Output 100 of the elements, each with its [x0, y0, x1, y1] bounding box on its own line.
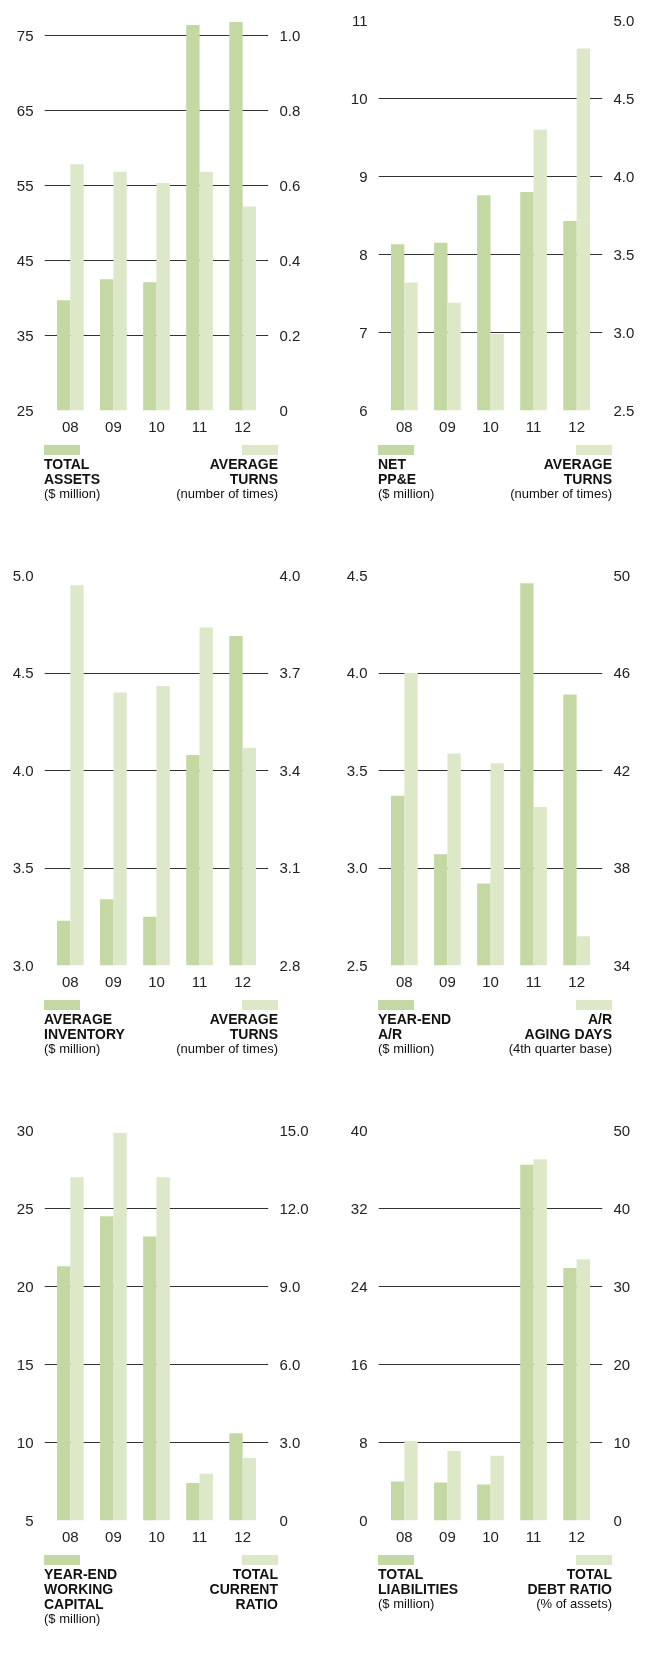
legend-label: AVERAGE TURNS: [208, 456, 278, 487]
x-tick-label: 09: [105, 1527, 122, 1545]
legend-label: TOTAL DEBT RATIO: [527, 1566, 612, 1597]
y-tick-label: 25: [16, 401, 34, 419]
y2-tick-label: 34: [613, 956, 631, 974]
legend-label: YEAR-END A/R: [378, 1011, 452, 1042]
y2-tick-label: 0.4: [279, 251, 301, 269]
y-tick-label: 5.0: [12, 566, 34, 584]
text: ($ million): [44, 486, 101, 501]
text: (number of times): [176, 1041, 278, 1056]
legend-label: TOTAL CURRENT RATIO: [209, 1566, 278, 1612]
y2-tick-label: 4.0: [613, 167, 635, 185]
y-tick-label: 25: [16, 1199, 34, 1217]
y2-tick-label: 20: [613, 1355, 631, 1373]
y2-tick-label: 42: [613, 761, 631, 779]
text: ($ million): [378, 1041, 436, 1056]
y-tick-label: 5: [25, 1511, 34, 1529]
x-tick-label: 09: [105, 417, 122, 435]
y-tick-label: 0: [359, 1511, 368, 1529]
x-tick-label: 08: [396, 417, 413, 435]
y-tick-label: 3.0: [12, 956, 34, 974]
x-tick-label: 09: [439, 417, 456, 435]
y-tick-label: 65: [16, 101, 34, 119]
y-tick-label: 4.5: [346, 566, 368, 584]
y2-tick-label: 10: [613, 1433, 631, 1451]
y-tick-label: 4.0: [346, 664, 368, 681]
x-tick-label: 12: [234, 417, 251, 435]
y-tick-label: 3.0: [346, 859, 368, 876]
y2-tick-label: 6.0: [279, 1355, 301, 1373]
bar: [70, 164, 84, 411]
y-tick-label: 3.5: [346, 761, 368, 779]
x-tick-label: 11: [191, 972, 208, 990]
bar: [404, 1440, 418, 1521]
y2-tick-label: 9.0: [279, 1277, 301, 1295]
y-tick-label: 2.5: [346, 956, 368, 974]
y-tick-label: 8: [359, 245, 368, 263]
y-tick-label: 75: [16, 26, 34, 44]
x-tick-label: 11: [191, 1527, 208, 1545]
y2-tick-label: 46: [613, 664, 631, 681]
y-tick-label: 40: [350, 1121, 368, 1139]
x-tick-label: 12: [568, 1527, 585, 1545]
legend-label: TOTAL ASSETS: [44, 456, 101, 487]
x-tick-label: 10: [482, 417, 499, 435]
y2-tick-label: 40: [613, 1199, 631, 1217]
y-tick-label: 30: [16, 1121, 34, 1139]
y2-tick-label: 2.5: [613, 401, 635, 419]
legend-label: NET PP&E: [378, 456, 418, 487]
x-tick-label: 10: [148, 1527, 165, 1545]
legend-label: AVERAGE TURNS: [208, 1011, 278, 1042]
x-tick-label: 11: [525, 417, 542, 435]
x-tick-label: 08: [62, 972, 79, 990]
legend-label: YEAR-END WORKING CAPITAL: [44, 1566, 118, 1612]
x-tick-label: 08: [62, 417, 79, 435]
y2-tick-label: 4.0: [279, 566, 301, 584]
y2-tick-label: 4.5: [613, 89, 635, 107]
x-tick-label: 12: [234, 1527, 251, 1545]
y-tick-label: 35: [16, 326, 34, 344]
text: (4th quarter base): [508, 1041, 612, 1056]
y2-tick-label: 50: [613, 566, 631, 584]
x-tick-label: 09: [105, 972, 122, 990]
x-tick-label: 10: [482, 972, 499, 990]
y-tick-label: 10: [350, 89, 368, 107]
y-tick-label: 16: [350, 1355, 368, 1373]
legend-label: AVERAGE INVENTORY: [44, 1011, 125, 1042]
y2-tick-label: 38: [613, 859, 631, 876]
y-tick-label: 7: [359, 323, 368, 341]
y2-tick-label: 3.1: [279, 859, 301, 876]
text: (number of times): [510, 486, 612, 501]
y2-tick-label: 0.6: [279, 176, 301, 194]
y2-tick-label: 30: [613, 1277, 631, 1295]
x-tick-label: 09: [439, 1527, 456, 1545]
text: ($ million): [378, 486, 435, 501]
y-tick-label: 10: [16, 1433, 34, 1451]
x-tick-label: 12: [568, 417, 585, 435]
y-tick-label: 24: [350, 1277, 368, 1295]
legend-label: AVERAGE TURNS: [542, 456, 612, 487]
text: (% of assets): [535, 1596, 612, 1611]
y2-tick-label: 15.0: [279, 1121, 309, 1139]
x-tick-label: 09: [439, 972, 456, 990]
y2-tick-label: 0: [279, 1511, 288, 1529]
y2-tick-label: 0.8: [279, 101, 301, 119]
y2-tick-label: 50: [613, 1121, 631, 1139]
y2-tick-label: 3.5: [613, 245, 635, 263]
y2-tick-label: 0: [279, 401, 288, 419]
y-tick-label: 9: [359, 167, 368, 185]
x-tick-label: 08: [62, 1527, 79, 1545]
x-tick-label: 10: [482, 1527, 499, 1545]
y2-tick-label: 3.4: [279, 761, 301, 779]
y-tick-label: 55: [16, 176, 34, 194]
x-tick-label: 12: [568, 972, 585, 990]
legend-label: A/R AGING DAYS: [523, 1011, 612, 1042]
y2-tick-label: 2.8: [279, 956, 301, 974]
y2-tick-label: 3.0: [613, 323, 635, 341]
y-tick-label: 4.5: [12, 664, 34, 681]
x-tick-label: 11: [191, 417, 208, 435]
y2-tick-label: 0: [613, 1511, 622, 1529]
x-tick-label: 10: [148, 417, 165, 435]
y-tick-label: 32: [350, 1199, 368, 1217]
y-tick-label: 8: [359, 1433, 368, 1451]
x-tick-label: 11: [525, 972, 542, 990]
